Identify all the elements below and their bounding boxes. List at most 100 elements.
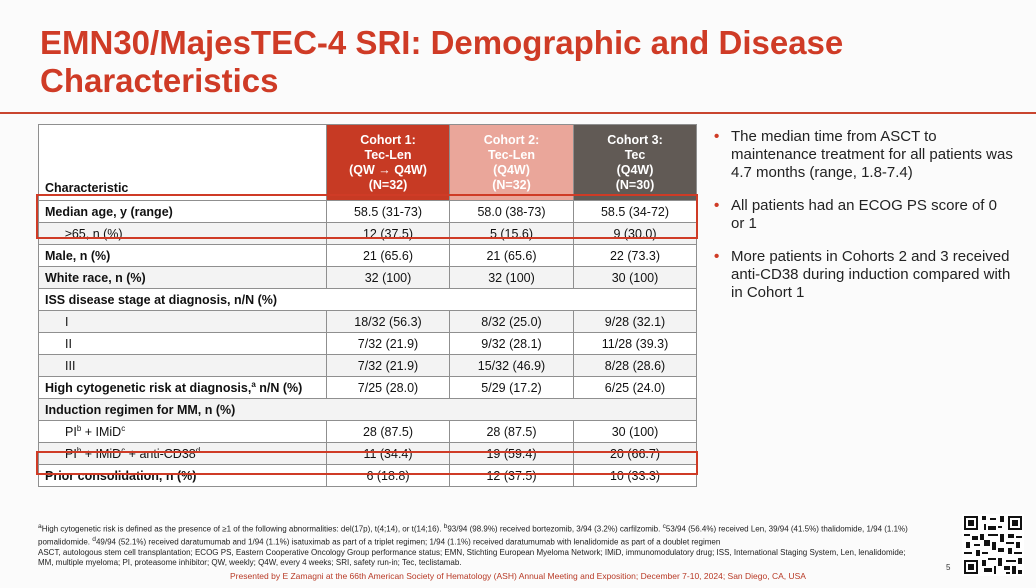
row-label: PIb + IMiDc + anti-CD38d	[38, 442, 327, 465]
cohort-3-value: 6/25 (24.0)	[573, 376, 697, 399]
table-row: PIb + IMiDc 28 (87.5) 28 (87.5) 30 (100)	[38, 420, 697, 443]
header-cohort-1-line: Cohort 1:	[360, 132, 416, 147]
key-points-list: The median time from ASCT to maintenance…	[714, 128, 1014, 317]
cohort-1-value: 7/32 (21.9)	[326, 354, 450, 377]
footnote-b: 93/94 (98.9%) received bortezomib, 3/94 …	[447, 524, 663, 534]
header-cohort-3-line: (N=30)	[615, 177, 655, 192]
row-label: Male, n (%)	[38, 244, 327, 267]
cohort-2-value: 12 (37.5)	[449, 464, 574, 487]
cohort-1-value: 28 (87.5)	[326, 420, 450, 443]
highlight-box-anti-cd38	[36, 451, 698, 475]
cohort-2-value: 28 (87.5)	[449, 420, 574, 443]
footnote-marker: c	[121, 423, 126, 433]
header-cohort-3: Cohort 3: Tec (Q4W) (N=30)	[573, 124, 697, 201]
header-cohort-1: Cohort 1: Tec-Len (QW → Q4W) (N=32)	[326, 124, 450, 201]
cohort-2-value: 5 (15.6)	[449, 222, 574, 245]
row-label: High cytogenetic risk at diagnosis,a n/N…	[38, 376, 327, 399]
page-number: 5	[946, 563, 951, 572]
table-header-row: Characteristic Cohort 1: Tec-Len (QW → Q…	[38, 124, 697, 201]
table-row: Prior consolidation, n (%) 6 (18.8) 12 (…	[38, 464, 697, 487]
cohort-2-value: 5/29 (17.2)	[449, 376, 574, 399]
presented-by: Presented by E Zamagni at the 66th Ameri…	[230, 571, 806, 581]
cohort-2-value: 15/32 (46.9)	[449, 354, 574, 377]
table-section-row: Induction regimen for MM, n (%)	[38, 398, 697, 421]
row-label: III	[38, 354, 327, 377]
row-label: White race, n (%)	[38, 266, 327, 289]
row-label-suffix: n/N (%)	[255, 381, 303, 396]
footnote-a: High cytogenetic risk is defined as the …	[41, 524, 444, 534]
cohort-2-value: 58.0 (38-73)	[449, 200, 574, 223]
cohort-3-value: 30 (100)	[573, 266, 697, 289]
row-label-text: + IMiD	[81, 447, 122, 462]
table-row: II 7/32 (21.9) 9/32 (28.1) 11/28 (39.3)	[38, 332, 697, 355]
cohort-2-value: 8/32 (25.0)	[449, 310, 574, 333]
section-label: ISS disease stage at diagnosis, n/N (%)	[38, 288, 697, 311]
row-label: ≥65, n (%)	[38, 222, 327, 245]
table-row: Median age, y (range) 58.5 (31-73) 58.0 …	[38, 200, 697, 223]
title-divider	[0, 112, 1036, 114]
qr-code-icon[interactable]	[962, 514, 1024, 576]
key-point: All patients had an ECOG PS score of 0 o…	[714, 197, 1014, 233]
cohort-2-value: 19 (59.4)	[449, 442, 574, 465]
cohort-3-value: 20 (66.7)	[573, 442, 697, 465]
table-row: Male, n (%) 21 (65.6) 21 (65.6) 22 (73.3…	[38, 244, 697, 267]
abbreviations: ASCT, autologous stem cell transplantati…	[38, 547, 906, 568]
footnote-marker: b	[443, 523, 448, 530]
cohort-1-value: 58.5 (31-73)	[326, 200, 450, 223]
table-section-row: ISS disease stage at diagnosis, n/N (%)	[38, 288, 697, 311]
row-label-text: PI	[65, 425, 77, 440]
row-label: PIb + IMiDc	[38, 420, 327, 443]
cohort-3-value: 8/28 (28.6)	[573, 354, 697, 377]
cohort-3-value: 9/28 (32.1)	[573, 310, 697, 333]
footnote-marker: b	[76, 445, 82, 455]
slide-title: EMN30/MajesTEC-4 SRI: Demographic and Di…	[40, 24, 844, 99]
cohort-3-value: 22 (73.3)	[573, 244, 697, 267]
table-row: I 18/32 (56.3) 8/32 (25.0) 9/28 (32.1)	[38, 310, 697, 333]
cohort-2-value: 21 (65.6)	[449, 244, 574, 267]
row-label: Prior consolidation, n (%)	[38, 464, 327, 487]
row-label: II	[38, 332, 327, 355]
cohort-2-value: 32 (100)	[449, 266, 574, 289]
footnote-marker: a	[38, 523, 42, 530]
cohort-1-value: 32 (100)	[326, 266, 450, 289]
row-label-text: PI	[65, 447, 77, 462]
table-row: III 7/32 (21.9) 15/32 (46.9) 8/28 (28.6)	[38, 354, 697, 377]
header-cohort-3-line: (Q4W)	[616, 162, 654, 177]
header-characteristic: Characteristic	[38, 124, 327, 201]
footnote-marker: c	[121, 445, 126, 455]
footnote-marker: a	[251, 379, 256, 389]
header-cohort-2-line: (N=32)	[492, 177, 531, 192]
footnotes: aHigh cytogenetic risk is defined as the…	[38, 522, 918, 569]
cohort-1-value: 7/25 (28.0)	[326, 376, 450, 399]
footnote-marker: b	[76, 423, 82, 433]
cohort-1-value: 21 (65.6)	[326, 244, 450, 267]
header-cohort-3-line: Cohort 3:	[607, 132, 663, 147]
table-row: White race, n (%) 32 (100) 32 (100) 30 (…	[38, 266, 697, 289]
table-row: High cytogenetic risk at diagnosis,a n/N…	[38, 376, 697, 399]
cohort-3-value: 30 (100)	[573, 420, 697, 443]
table-row: PIb + IMiDc + anti-CD38d 11 (34.4) 19 (5…	[38, 442, 697, 465]
cohort-1-value: 6 (18.8)	[326, 464, 450, 487]
cohort-2-value: 9/32 (28.1)	[449, 332, 574, 355]
cohort-3-value: 11/28 (39.3)	[573, 332, 697, 355]
cohort-3-value: 10 (33.3)	[573, 464, 697, 487]
footnote-d: 49/94 (52.1%) received daratumumab and 1…	[95, 537, 721, 547]
cohort-1-value: 18/32 (56.3)	[326, 310, 450, 333]
row-label-text: + anti-CD38	[125, 447, 196, 462]
header-cohort-2-line: Tec-Len	[488, 147, 535, 162]
footnote-marker: d	[195, 445, 201, 455]
highlight-box-age	[36, 194, 698, 239]
header-cohort-2: Cohort 2: Tec-Len (Q4W) (N=32)	[449, 124, 574, 201]
row-label-text: + IMiD	[81, 425, 122, 440]
header-cohort-1-line: (N=32)	[368, 177, 408, 192]
header-cohort-1-line: Tec-Len	[364, 147, 412, 162]
header-cohort-2-line: Cohort 2:	[483, 132, 540, 147]
key-point: More patients in Cohorts 2 and 3 receive…	[714, 248, 1014, 302]
row-label-text: High cytogenetic risk at diagnosis,	[45, 381, 252, 396]
footnote-marker: c	[662, 523, 666, 530]
row-label: Median age, y (range)	[38, 200, 327, 223]
section-label: Induction regimen for MM, n (%)	[38, 398, 697, 421]
cohort-1-value: 7/32 (21.9)	[326, 332, 450, 355]
characteristics-table: Characteristic Cohort 1: Tec-Len (QW → Q…	[38, 124, 697, 487]
